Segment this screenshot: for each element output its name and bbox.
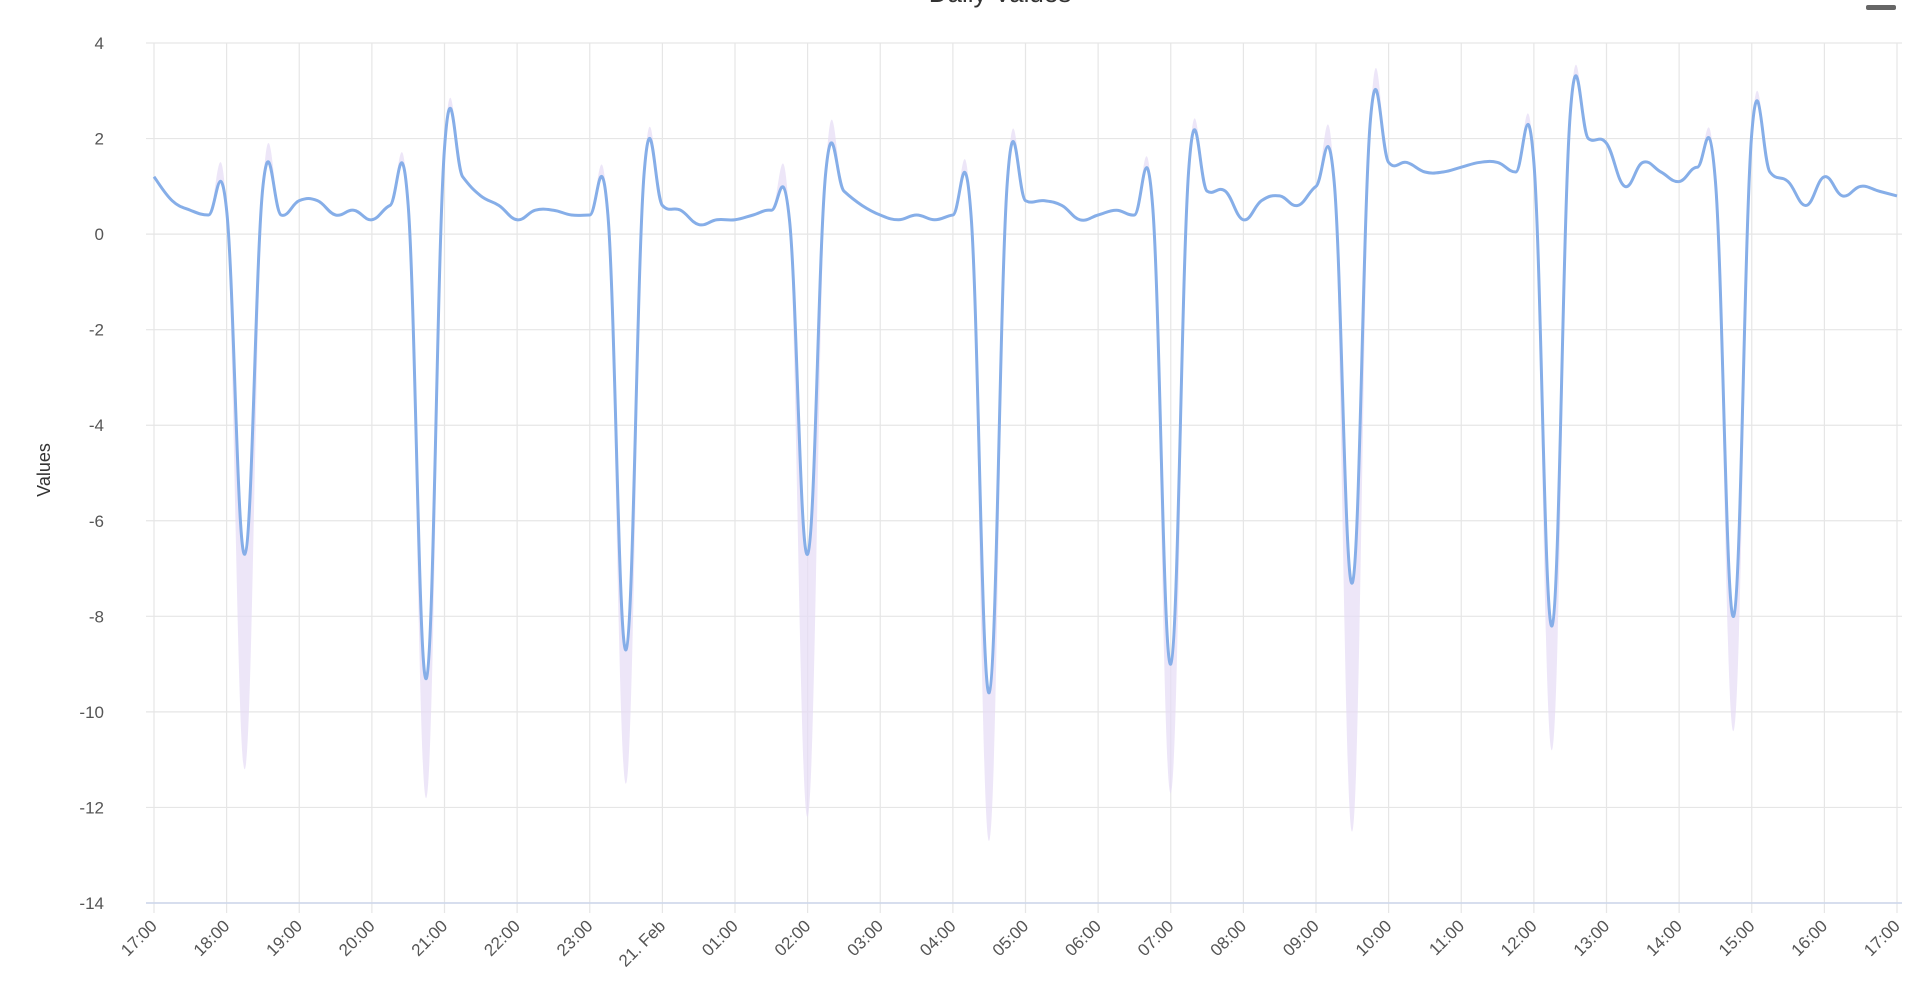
x-tick-label: 13:00 <box>1570 916 1614 960</box>
y-tick-label: -10 <box>79 703 104 722</box>
menu-icon[interactable] <box>1866 5 1896 10</box>
x-tick-label: 21:00 <box>408 916 452 960</box>
x-tick-label: 17:00 <box>1860 916 1904 960</box>
menu-button[interactable] <box>1866 5 1896 10</box>
x-tick-label: 21. Feb <box>615 916 669 970</box>
x-tick-label: 11:00 <box>1425 916 1468 959</box>
line-series <box>152 74 1898 695</box>
x-tick-label: 18:00 <box>190 916 234 960</box>
x-tick-label: 03:00 <box>844 916 888 960</box>
y-tick-label: 0 <box>95 225 104 244</box>
x-tick-label: 22:00 <box>480 916 524 960</box>
y-tick-label: -8 <box>89 607 104 626</box>
x-tick-label: 17:00 <box>117 916 161 960</box>
chart-title: Daily Values <box>929 0 1072 8</box>
x-tick-label: 04:00 <box>916 916 960 960</box>
x-tick-label: 14:00 <box>1642 916 1686 960</box>
x-tick-label: 06:00 <box>1061 916 1105 960</box>
y-tick-label: 2 <box>95 130 104 149</box>
x-tick-label: 05:00 <box>989 916 1033 960</box>
x-tick-label: 01:00 <box>698 916 742 960</box>
x-tick-label: 16:00 <box>1788 916 1832 960</box>
x-tick-label: 12:00 <box>1497 916 1541 960</box>
y-tick-label: -4 <box>89 416 104 435</box>
x-tick-label: 09:00 <box>1279 916 1323 960</box>
y-tick-label: -2 <box>89 321 104 340</box>
x-tick-label: 10:00 <box>1352 916 1396 960</box>
y-tick-label: -6 <box>89 512 104 531</box>
y-tick-label: 4 <box>95 34 104 53</box>
y-tick-label: -12 <box>79 798 104 817</box>
y-tick-label: -14 <box>79 894 104 913</box>
x-tick-label: 15:00 <box>1715 916 1759 960</box>
x-tick-label: 07:00 <box>1134 916 1178 960</box>
y-axis-label: Values <box>34 443 54 497</box>
x-tick-label: 08:00 <box>1207 916 1251 960</box>
x-tick-label: 23:00 <box>553 916 597 960</box>
x-tick-label: 19:00 <box>263 916 307 960</box>
x-tick-label: 20:00 <box>335 916 379 960</box>
x-tick-label: 02:00 <box>771 916 815 960</box>
